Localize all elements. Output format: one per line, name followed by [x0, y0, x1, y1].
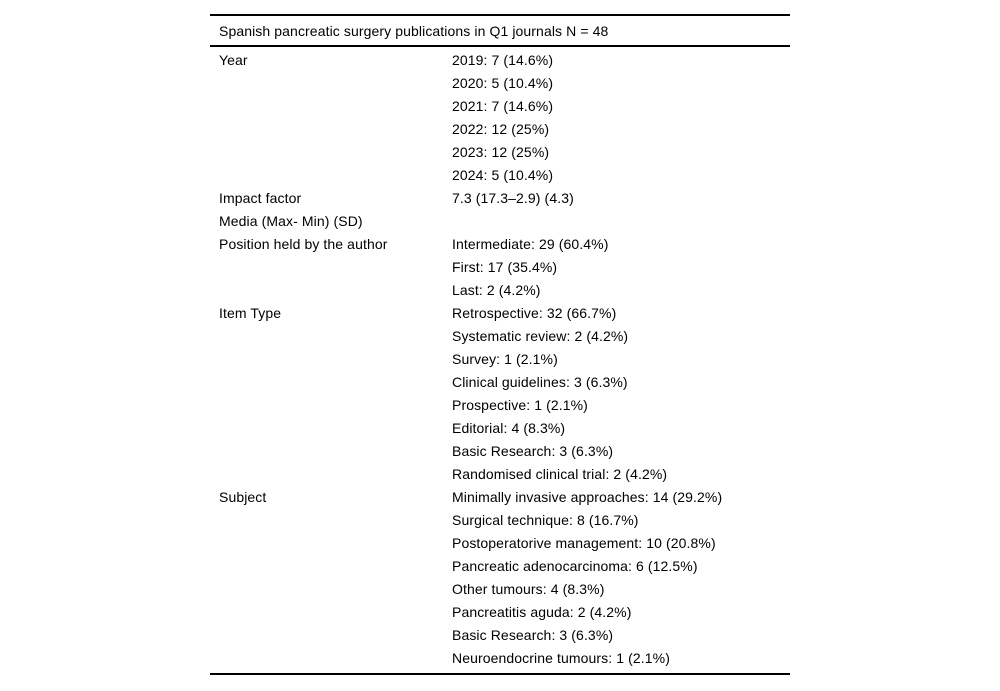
row-label: Subject — [210, 486, 452, 509]
row-values-line: Surgical technique: 8 (16.7%) — [452, 512, 639, 528]
table-row: Impact factor Media (Max- Min) (SD) 7.3 (1… — [210, 187, 790, 233]
row-label: Year — [210, 49, 452, 72]
row-label: Item Type — [210, 302, 452, 325]
row-values-line: Postoperatorive management: 10 (20.8%) — [452, 535, 716, 551]
publications-summary-table: Spanish pancreatic surgery publications … — [210, 14, 790, 675]
row-values-line: Editorial: 4 (8.3%) — [452, 420, 566, 436]
row-label-line: Position held by the author — [219, 236, 388, 252]
row-values-line: Prospective: 1 (2.1%) — [452, 397, 588, 413]
row-values-line: Other tumours: 4 (8.3%) — [452, 581, 605, 597]
table-row: Item Type Retrospective: 32 (66.7%) System… — [210, 302, 790, 486]
row-values-line: Pancreatitis aguda: 2 (4.2%) — [452, 604, 632, 620]
row-values: Intermediate: 29 (60.4%) First: 17 (35.4%… — [452, 233, 790, 302]
row-label-line: Media (Max- Min) (SD) — [219, 213, 363, 229]
row-label-line: Item Type — [219, 305, 282, 321]
table-row: Subject Minimally invasive approaches: 14… — [210, 486, 790, 670]
row-values-line: Neuroendocrine tumours: 1 (2.1%) — [452, 650, 670, 666]
row-values: 7.3 (17.3–2.9) (4.3) — [452, 187, 790, 210]
row-values-line: 2022: 12 (25%) — [452, 121, 550, 137]
row-values-line: 2021: 7 (14.6%) — [452, 98, 554, 114]
row-label-line: Impact factor — [219, 190, 302, 206]
row-values-line: Clinical guidelines: 3 (6.3%) — [452, 374, 628, 390]
table-row: Year 2019: 7 (14.6%) 2020: 5 (10.4%) 2021: … — [210, 49, 790, 187]
row-values-line: First: 17 (35.4%) — [452, 259, 558, 275]
row-values-line: 2020: 5 (10.4%) — [452, 75, 554, 91]
row-label-line: Subject — [219, 489, 267, 505]
row-values-line: Last: 2 (4.2%) — [452, 282, 541, 298]
table-title: Spanish pancreatic surgery publications … — [219, 22, 609, 39]
row-values-line: 2019: 7 (14.6%) — [452, 52, 554, 68]
row-values-line: Minimally invasive approaches: 14 (29.2%… — [452, 489, 723, 505]
row-values: 2019: 7 (14.6%) 2020: 5 (10.4%) 2021: 7 (1… — [452, 49, 790, 187]
row-values-line: Basic Research: 3 (6.3%) — [452, 443, 614, 459]
row-label: Impact factor Media (Max- Min) (SD) — [210, 187, 452, 233]
row-values-line: Survey: 1 (2.1%) — [452, 351, 558, 367]
table-title-row: Spanish pancreatic surgery publications … — [210, 16, 790, 47]
row-label-line: Year — [219, 52, 248, 68]
row-values-line: Basic Research: 3 (6.3%) — [452, 627, 614, 643]
row-values-line: Randomised clinical trial: 2 (4.2%) — [452, 466, 668, 482]
row-values: Minimally invasive approaches: 14 (29.2%… — [452, 486, 790, 670]
row-label: Position held by the author — [210, 233, 452, 256]
row-values-line: Pancreatic adenocarcinoma: 6 (12.5%) — [452, 558, 698, 574]
row-values-line: Systematic review: 2 (4.2%) — [452, 328, 629, 344]
row-values-line: 2023: 12 (25%) — [452, 144, 550, 160]
table-body: Year 2019: 7 (14.6%) 2020: 5 (10.4%) 2021: … — [210, 47, 790, 673]
table-row: Position held by the author Intermediate:… — [210, 233, 790, 302]
row-values-line: Intermediate: 29 (60.4%) — [452, 236, 609, 252]
row-values-line: Retrospective: 32 (66.7%) — [452, 305, 617, 321]
row-values-line: 2024: 5 (10.4%) — [452, 167, 554, 183]
row-values-line: 7.3 (17.3–2.9) (4.3) — [452, 190, 574, 206]
row-values: Retrospective: 32 (66.7%) Systematic revi… — [452, 302, 790, 486]
